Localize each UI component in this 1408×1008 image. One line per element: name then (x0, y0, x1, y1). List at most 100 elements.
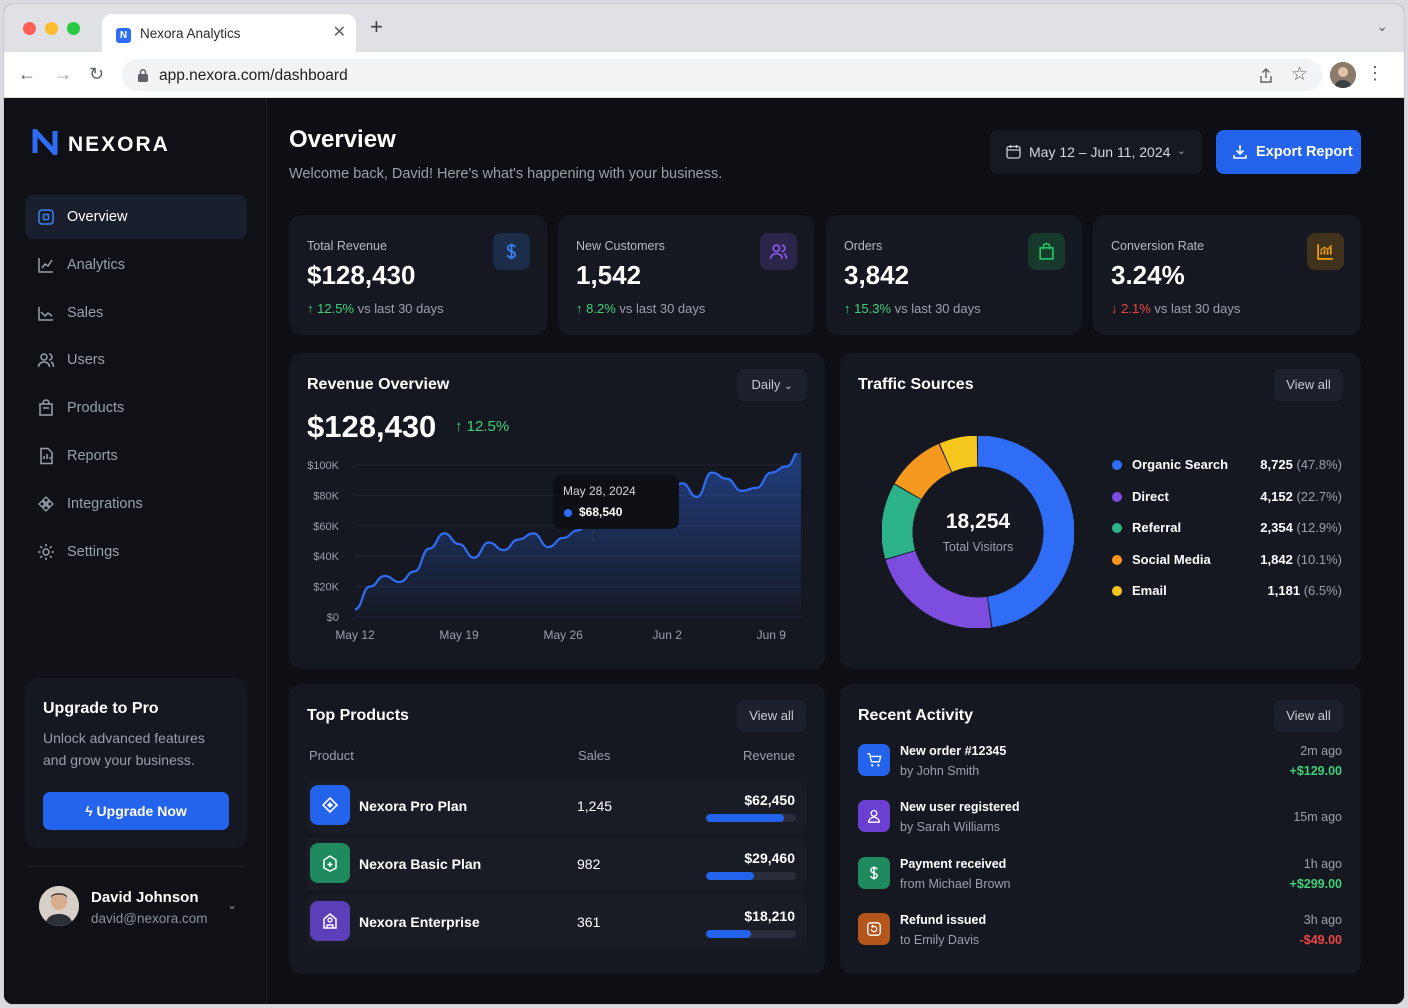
x-tick-label: May 26 (543, 628, 583, 642)
url-field[interactable]: app.nexora.com/dashboard (122, 59, 1322, 91)
donut-slice-referral[interactable] (882, 484, 922, 559)
table-row[interactable]: Nexora Enterprise 361 $18,210 (307, 895, 807, 949)
traffic-view-all-button[interactable]: View all (1274, 369, 1343, 401)
chart-tooltip: May 28, 2024 $68,540 (553, 475, 679, 529)
kpi-delta: ↑ 8.2% vs last 30 days (576, 301, 705, 316)
period-select-label: Daily (751, 377, 781, 392)
products-card-title: Top Products (307, 707, 409, 724)
table-row[interactable]: Nexora Pro Plan 1,245 $62,450 (307, 779, 807, 833)
sidebar-item-integrations[interactable]: Integrations (25, 482, 247, 526)
chevron-down-icon[interactable]: ⌄ (226, 898, 237, 912)
legend-dot (1112, 460, 1122, 470)
export-label: Export Report (1256, 144, 1353, 160)
chevron-down-icon: ⌄ (1176, 145, 1186, 157)
legend-value: 8,725 (47.8%) (1260, 457, 1342, 472)
product-revenue: $29,460 (744, 850, 795, 866)
brand-logo[interactable]: NEXORA (32, 128, 168, 160)
sidebar-item-reports[interactable]: Reports (25, 434, 247, 478)
kpi-card-conversion-rate: Conversion Rate 3.24% ↓ 2.1% vs last 30 da… (1093, 215, 1361, 335)
y-tick-label: $20K (313, 582, 339, 594)
close-tab-icon[interactable]: ✕ (332, 24, 346, 41)
share-icon[interactable] (1258, 68, 1274, 84)
bag-icon (1039, 242, 1054, 260)
legend-percent: (47.8%) (1296, 457, 1342, 472)
donut-slice-direct[interactable] (885, 550, 992, 628)
product-revenue: $18,210 (744, 908, 795, 924)
upgrade-now-button[interactable]: ϟ Upgrade Now (43, 792, 229, 830)
chart-icon (1317, 244, 1333, 260)
sidebar-item-overview[interactable]: Overview (25, 195, 247, 239)
sidebar-item-analytics[interactable]: Analytics (25, 243, 247, 287)
browser-tab[interactable]: N Nexora Analytics ✕ (102, 14, 356, 54)
product-sales: 1,245 (577, 798, 613, 814)
sidebar-item-settings[interactable]: Settings (25, 530, 247, 574)
activity-card-title: Recent Activity (858, 707, 973, 724)
tooltip-series-dot (564, 509, 572, 517)
minimize-window-button[interactable] (45, 22, 58, 35)
close-window-button[interactable] (23, 22, 36, 35)
activity-view-all-button[interactable]: View all (1274, 700, 1343, 732)
period-select[interactable]: Daily ⌄ (737, 369, 807, 401)
date-range-picker[interactable]: May 12 – Jun 11, 2024 ⌄ (990, 130, 1202, 174)
y-tick-label: $100K (307, 460, 339, 472)
list-item[interactable]: New user registered by Sarah Williams 15m … (858, 798, 1342, 842)
donut-slice-organic-search[interactable] (977, 436, 1074, 628)
legend-percent: (6.5%) (1303, 583, 1342, 599)
list-item[interactable]: New order #12345 by John Smith 2m ago +$129… (858, 742, 1342, 786)
kpi-value: $128,430 (307, 260, 416, 290)
tab-list-chevron-icon[interactable]: ⌄ (1376, 18, 1388, 34)
list-item[interactable]: Payment received from Michael Brown 1h ago… (858, 855, 1342, 899)
main-content: Overview Welcome back, David! Here's wha… (268, 98, 1404, 1004)
recent-activity-card: Recent Activity View all New order #1234… (840, 684, 1361, 974)
activity-time: 3h ago (1303, 913, 1342, 928)
bookmark-star-icon[interactable]: ☆ (1290, 64, 1308, 85)
product-icon-badge (310, 901, 350, 941)
reload-icon[interactable]: ↻ (89, 64, 105, 84)
legend-percent: (12.9%) (1296, 520, 1342, 536)
activity-title: New user registered (900, 800, 1020, 815)
table-row[interactable]: Nexora Basic Plan 982 $29,460 (307, 837, 807, 891)
activity-subtitle: from Michael Brown (900, 876, 1011, 891)
kpi-delta-value: 2.1% (1121, 301, 1151, 316)
arrow-up-icon: ↑ (307, 301, 314, 316)
kpi-delta-value: 8.2% (586, 301, 616, 316)
browser-window: N Nexora Analytics ✕ + ⌄ ← → ↻ app.nexor… (3, 3, 1405, 1005)
kpi-card-orders: Orders 3,842 ↑ 15.3% vs last 30 days (826, 215, 1082, 335)
sidebar-item-label: Products (67, 400, 125, 417)
forward-icon[interactable]: → (54, 64, 72, 84)
activity-time: 15m ago (1293, 810, 1342, 825)
back-icon[interactable]: ← (18, 64, 36, 84)
maximize-window-button[interactable] (67, 22, 80, 35)
sidebar-item-products[interactable]: Products (25, 386, 247, 430)
user-menu[interactable]: David Johnson david@nexora.com ⌄ (25, 880, 247, 938)
sidebar-item-label: Analytics (67, 256, 126, 273)
export-report-button[interactable]: Export Report (1216, 130, 1361, 174)
tooltip-value: $68,540 (579, 505, 623, 519)
list-item[interactable]: Refund issued to Emily Davis 3h ago -$49.00 (858, 911, 1342, 955)
revenue-progress-fill (706, 930, 751, 938)
legend-dot (1112, 523, 1122, 534)
user-avatar (39, 886, 79, 926)
kpi-delta: ↑ 15.3% vs last 30 days (844, 301, 981, 316)
revenue-progress-fill (706, 872, 754, 880)
activity-time: 1h ago (1303, 856, 1342, 871)
date-range-text: May 12 – Jun 11, 2024 (1029, 144, 1171, 160)
new-tab-icon[interactable]: + (370, 14, 383, 39)
tooltip-date: May 28, 2024 (563, 484, 636, 498)
sidebar-item-sales[interactable]: Sales (25, 291, 247, 335)
donut-total: 18,254 (945, 510, 1011, 533)
download-icon (1233, 145, 1247, 159)
products-view-all-button[interactable]: View all (737, 700, 806, 732)
traffic-sources-card: Traffic Sources View all 18,254 Total Vi… (840, 353, 1361, 669)
arrow-up-icon: ↑ (576, 301, 583, 316)
donut-slice-social-media[interactable] (894, 443, 952, 500)
activity-title: New order #12345 (900, 744, 1007, 758)
kpi-label: Orders (844, 239, 883, 253)
browser-menu-icon[interactable]: ⋮ (1366, 63, 1384, 83)
sidebar-item-label: Sales (67, 304, 104, 321)
kpi-icon-badge (1028, 233, 1065, 270)
profile-avatar[interactable] (1330, 62, 1356, 88)
sidebar-item-users[interactable]: Users (25, 338, 247, 382)
donut-slice-email[interactable] (939, 436, 978, 473)
kpi-card-new-customers: New Customers 1,542 ↑ 8.2% vs last 30 days (558, 215, 814, 335)
